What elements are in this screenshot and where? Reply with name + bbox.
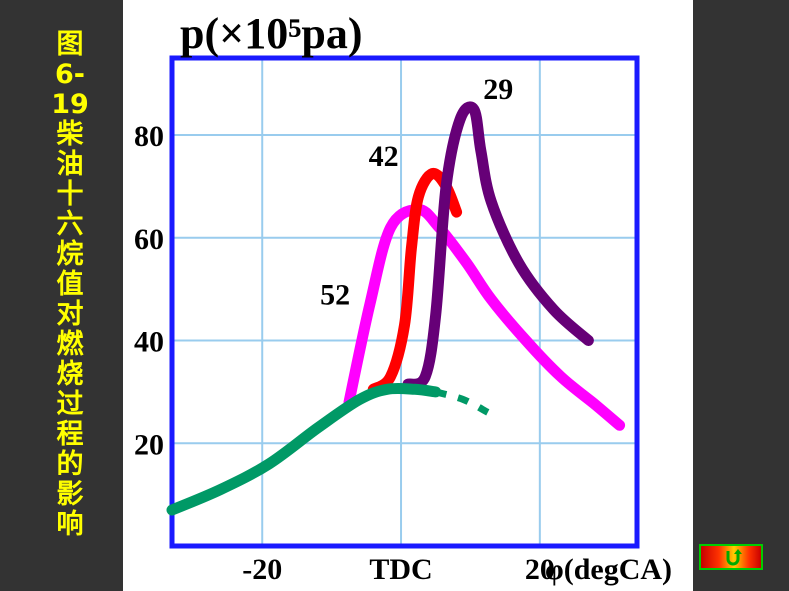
chart-grid bbox=[172, 58, 637, 546]
right-panel bbox=[693, 0, 789, 591]
plot-frame bbox=[169, 55, 640, 549]
series-labels: 52 42 29 bbox=[320, 73, 513, 311]
y-tick-label: 60 bbox=[134, 223, 164, 256]
series-line-motoring-3 bbox=[166, 382, 442, 516]
series-label-42: 42 bbox=[369, 140, 399, 173]
return-arrow-icon bbox=[726, 549, 742, 566]
series-label-29: 29 bbox=[483, 73, 513, 106]
series-line-29 bbox=[402, 101, 594, 390]
x-tick-label: TDC bbox=[369, 553, 432, 586]
x-tick-label: 20 bbox=[525, 553, 555, 586]
left-panel: 图6-19 柴油十六烷值对燃烧过程的影响 bbox=[0, 0, 123, 591]
series-line-motoring-4 bbox=[434, 388, 490, 416]
x-axis-label: φ(degCA) bbox=[545, 553, 672, 586]
y-tick-label: 40 bbox=[134, 326, 164, 359]
figure-caption: 图6-19 柴油十六烷值对燃烧过程的影响 bbox=[51, 29, 89, 540]
series-label-52: 52 bbox=[320, 279, 350, 312]
y-tick-label: 20 bbox=[134, 428, 164, 461]
back-button[interactable] bbox=[699, 544, 763, 570]
x-tick-label: -20 bbox=[242, 553, 282, 586]
y-tick-label: 80 bbox=[134, 120, 164, 153]
chart-series bbox=[166, 101, 626, 516]
axis-ticks: 20 40 60 80 -20 TDC 20 bbox=[134, 120, 555, 586]
y-axis-label: p(×10⁵pa) bbox=[180, 9, 363, 58]
series-line-52 bbox=[343, 204, 626, 431]
